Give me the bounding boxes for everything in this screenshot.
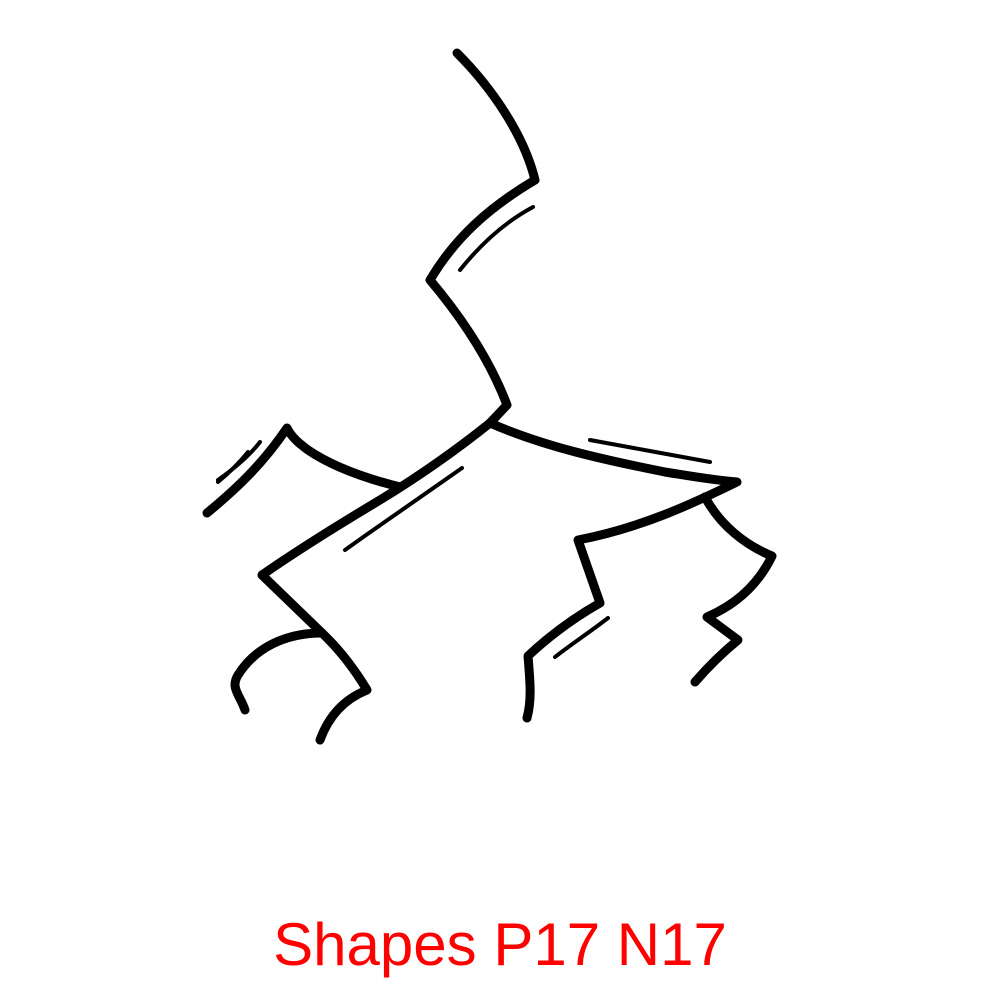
left-claw-stroke bbox=[230, 628, 327, 715]
caption-label: Shapes P17 N17 bbox=[273, 911, 727, 978]
upper-bolt-stroke bbox=[425, 48, 540, 428]
right-claw-stroke bbox=[690, 492, 777, 687]
hatch-line-right-top bbox=[588, 438, 712, 464]
hatch-line-left-b bbox=[216, 450, 250, 484]
hatch-line-upper bbox=[458, 205, 535, 272]
left-branch-stroke bbox=[257, 418, 495, 638]
left-claw-second-stroke bbox=[315, 628, 372, 745]
right-branch-stroke bbox=[485, 418, 742, 723]
side-crack-stroke bbox=[202, 423, 405, 518]
hatch-line-lower-right bbox=[553, 616, 610, 659]
hatch-line-center bbox=[343, 466, 464, 552]
